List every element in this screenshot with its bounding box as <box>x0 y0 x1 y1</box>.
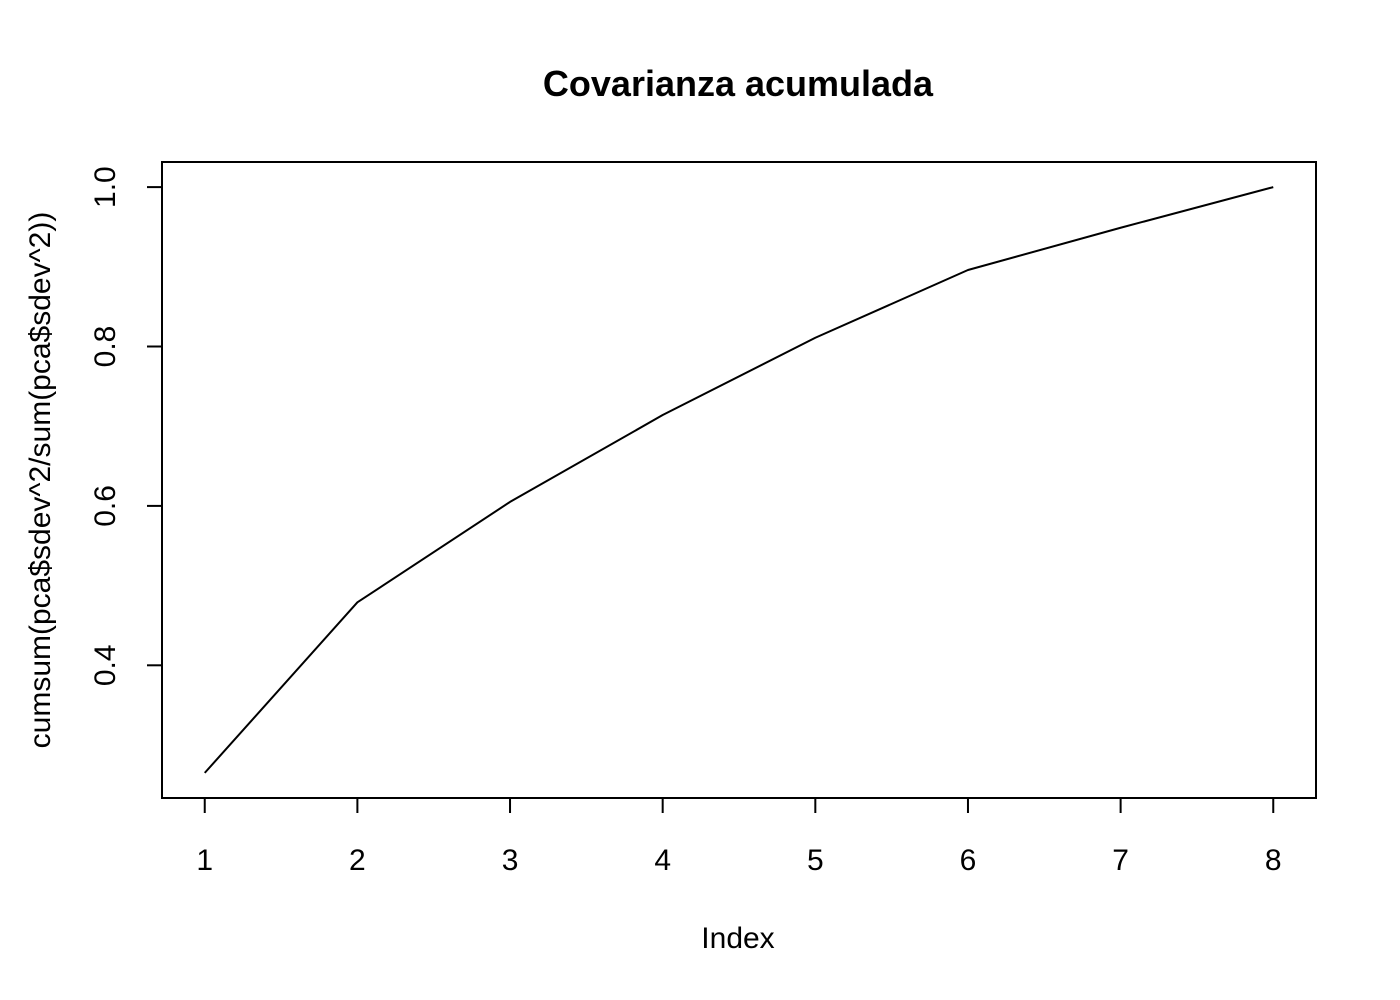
x-tick-label: 7 <box>1112 844 1129 877</box>
x-axis-label: Index <box>701 922 774 955</box>
series-layer <box>203 186 1274 774</box>
x-tick-label: 5 <box>807 844 824 877</box>
x-axis: 1 2 3 4 5 6 7 8 <box>196 797 1282 877</box>
x-tick-label: 1 <box>196 844 213 877</box>
y-tick-label: 0.6 <box>89 485 122 527</box>
x-tick-label: 2 <box>349 844 366 877</box>
x-tick-label: 4 <box>654 844 671 877</box>
y-axis-label: cumsum(pca$sdev^2/sum(pca$sdev^2)) <box>24 212 57 749</box>
plot-frame <box>161 161 1317 799</box>
chart-title: Covarianza acumulada <box>543 63 934 104</box>
y-tick-label: 0.8 <box>89 326 122 368</box>
y-tick-label: 1.0 <box>89 166 122 208</box>
y-tick-label: 0.4 <box>89 644 122 686</box>
y-axis: 0.4 0.6 0.8 1.0 <box>89 166 163 686</box>
x-tick-label: 8 <box>1265 844 1282 877</box>
x-tick-label: 6 <box>960 844 977 877</box>
x-tick-label: 3 <box>502 844 519 877</box>
series-line-1 <box>203 186 1274 774</box>
